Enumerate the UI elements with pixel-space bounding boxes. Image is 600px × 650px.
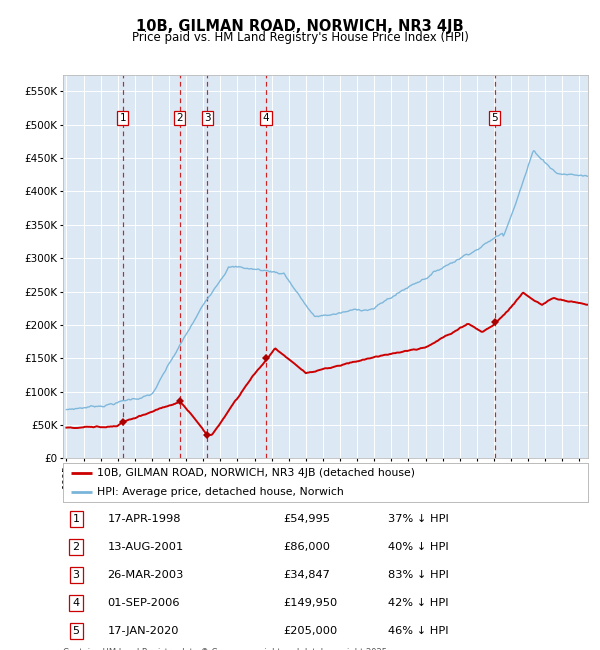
Text: 37% ↓ HPI: 37% ↓ HPI [389, 514, 449, 524]
Text: 5: 5 [73, 626, 80, 636]
Text: 1: 1 [119, 113, 126, 123]
Text: 3: 3 [73, 570, 80, 580]
Text: £149,950: £149,950 [284, 598, 338, 608]
Text: 5: 5 [491, 113, 498, 123]
Text: £34,847: £34,847 [284, 570, 331, 580]
Text: 2: 2 [176, 113, 183, 123]
Text: 42% ↓ HPI: 42% ↓ HPI [389, 598, 449, 608]
Text: 01-SEP-2006: 01-SEP-2006 [107, 598, 180, 608]
Text: HPI: Average price, detached house, Norwich: HPI: Average price, detached house, Norw… [97, 487, 344, 497]
Text: Price paid vs. HM Land Registry's House Price Index (HPI): Price paid vs. HM Land Registry's House … [131, 31, 469, 44]
Text: 1: 1 [73, 514, 80, 524]
Text: Contains HM Land Registry data © Crown copyright and database right 2025.
This d: Contains HM Land Registry data © Crown c… [63, 648, 389, 650]
Text: 3: 3 [204, 113, 211, 123]
Text: 17-JAN-2020: 17-JAN-2020 [107, 626, 179, 636]
Text: 4: 4 [73, 598, 80, 608]
Text: 10B, GILMAN ROAD, NORWICH, NR3 4JB: 10B, GILMAN ROAD, NORWICH, NR3 4JB [136, 20, 464, 34]
Text: 4: 4 [263, 113, 269, 123]
Text: 2: 2 [73, 542, 80, 552]
Text: £205,000: £205,000 [284, 626, 338, 636]
Text: 13-AUG-2001: 13-AUG-2001 [107, 542, 184, 552]
Text: 40% ↓ HPI: 40% ↓ HPI [389, 542, 449, 552]
Text: 17-APR-1998: 17-APR-1998 [107, 514, 181, 524]
Text: 83% ↓ HPI: 83% ↓ HPI [389, 570, 449, 580]
Text: £54,995: £54,995 [284, 514, 331, 524]
Text: 46% ↓ HPI: 46% ↓ HPI [389, 626, 449, 636]
Text: 10B, GILMAN ROAD, NORWICH, NR3 4JB (detached house): 10B, GILMAN ROAD, NORWICH, NR3 4JB (deta… [97, 467, 415, 478]
Text: £86,000: £86,000 [284, 542, 331, 552]
Text: 26-MAR-2003: 26-MAR-2003 [107, 570, 184, 580]
